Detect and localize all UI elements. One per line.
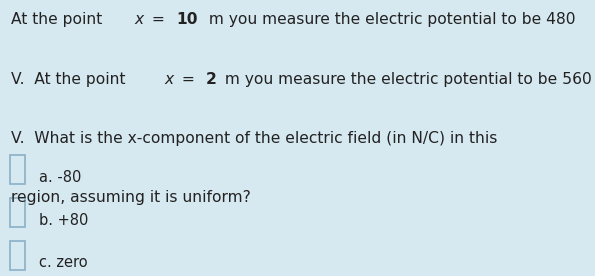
Text: V.  What is the x-component of the electric field (in N/C) in this: V. What is the x-component of the electr… xyxy=(11,131,497,146)
Text: m you measure the electric potential to be 560: m you measure the electric potential to … xyxy=(220,72,591,87)
Text: 2: 2 xyxy=(206,72,217,87)
FancyBboxPatch shape xyxy=(10,241,25,270)
Text: m you measure the electric potential to be 480: m you measure the electric potential to … xyxy=(203,12,575,27)
Text: At the point: At the point xyxy=(11,12,107,27)
Text: 10: 10 xyxy=(176,12,198,27)
Text: =: = xyxy=(146,12,169,27)
Text: =: = xyxy=(177,72,199,87)
FancyBboxPatch shape xyxy=(10,155,25,184)
Text: region, assuming it is uniform?: region, assuming it is uniform? xyxy=(11,190,250,205)
Text: a. -80: a. -80 xyxy=(39,170,81,185)
FancyBboxPatch shape xyxy=(10,198,25,227)
Text: x: x xyxy=(134,12,144,27)
Text: x: x xyxy=(165,72,174,87)
Text: V.  At the point: V. At the point xyxy=(11,72,130,87)
Text: c. zero: c. zero xyxy=(39,255,87,270)
Text: b. +80: b. +80 xyxy=(39,213,88,227)
